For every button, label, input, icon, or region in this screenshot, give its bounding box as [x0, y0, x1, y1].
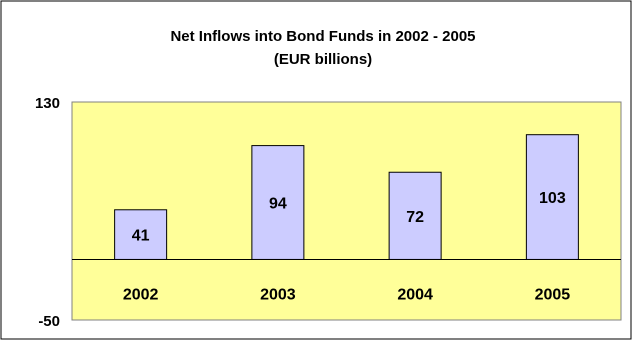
bar-2002: [114, 209, 168, 260]
bar-2005: [525, 134, 579, 260]
x-tick-label-2003: 2003: [260, 286, 296, 303]
data-label-2003: 94: [269, 196, 287, 213]
x-tick-label-2002: 2002: [123, 286, 159, 303]
bars-layer: [72, 134, 621, 260]
labels-layer: 41 2002 94 2003 72 2004 103 2005: [123, 190, 570, 303]
chart-subtitle: (EUR billions): [274, 51, 372, 68]
x-tick-label-2005: 2005: [535, 286, 571, 303]
data-label-2002: 41: [132, 228, 150, 245]
bar-2003: [251, 145, 305, 260]
y-tick-label-min: -50: [38, 313, 60, 330]
y-tick-label-max: 130: [35, 95, 60, 112]
data-label-2005: 103: [539, 190, 566, 207]
x-tick-label-2004: 2004: [397, 286, 433, 303]
chart-title: Net Inflows into Bond Funds in 2002 - 20…: [170, 28, 475, 45]
bar-2004: [388, 171, 442, 260]
data-label-2004: 72: [406, 209, 424, 226]
